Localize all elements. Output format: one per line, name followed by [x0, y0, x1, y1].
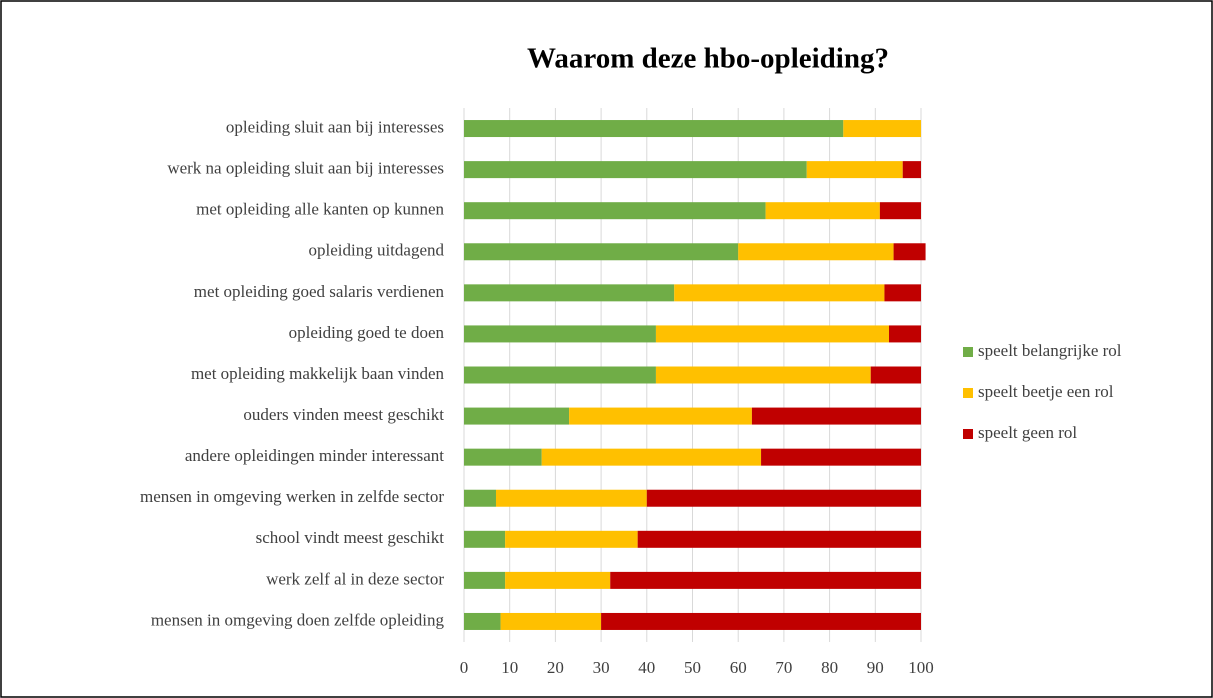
bar-segment — [464, 120, 844, 138]
bar-segment — [464, 325, 656, 343]
y-tick-label: met opleiding alle kanten op kunnen — [196, 200, 444, 219]
y-tick-label: school vindt meest geschikt — [256, 528, 445, 547]
bar-segment — [495, 489, 647, 507]
bar-segment — [646, 489, 921, 507]
bar-segment — [601, 612, 921, 630]
bar-segment — [655, 366, 871, 384]
y-tick-label: andere opleidingen minder interessant — [185, 446, 444, 465]
bar-segment — [637, 530, 921, 548]
bar-segment — [655, 325, 890, 343]
y-tick-label: mensen in omgeving werken in zelfde sect… — [140, 487, 444, 506]
bar-segment — [505, 530, 638, 548]
bar-segment — [464, 612, 501, 630]
x-tick-label: 90 — [867, 658, 884, 677]
legend-swatch — [963, 388, 973, 398]
legend-label: speelt belangrijke rol — [978, 341, 1122, 360]
legend-swatch — [963, 429, 973, 439]
bar-segment — [541, 448, 762, 466]
bar-segment — [464, 161, 807, 179]
x-tick-label: 30 — [593, 658, 610, 677]
x-tick-label: 10 — [501, 658, 518, 677]
legend-label: speelt beetje een rol — [978, 382, 1114, 401]
y-tick-label: opleiding sluit aan bij interesses — [226, 117, 444, 136]
bar-segment — [674, 284, 885, 302]
bar-segment — [464, 571, 506, 589]
y-tick-label: werk na opleiding sluit aan bij interess… — [167, 159, 444, 178]
legend-label: speelt geen rol — [978, 423, 1077, 442]
bar-segment — [505, 571, 611, 589]
bar-segment — [902, 161, 921, 179]
chart-title: Waarom deze hbo-opleiding? — [527, 43, 889, 75]
bar-segment — [464, 202, 766, 220]
y-tick-label: met opleiding makkelijk baan vinden — [191, 364, 445, 383]
bar-segment — [806, 161, 903, 179]
bar-segment — [893, 243, 926, 261]
y-tick-label: opleiding goed te doen — [289, 323, 445, 342]
x-tick-label: 50 — [684, 658, 701, 677]
legend-swatch — [963, 347, 973, 357]
bar-segment — [879, 202, 921, 220]
bar-segment — [464, 366, 656, 384]
bar-segment — [765, 202, 880, 220]
x-tick-label: 80 — [821, 658, 838, 677]
y-tick-label: mensen in omgeving doen zelfde opleiding — [151, 610, 445, 629]
x-tick-label: 40 — [638, 658, 655, 677]
x-tick-label: 20 — [547, 658, 564, 677]
bar-segment — [464, 489, 496, 507]
bar-segment — [464, 243, 739, 261]
x-tick-label: 70 — [775, 658, 792, 677]
y-tick-label: ouders vinden meest geschikt — [243, 405, 444, 424]
bar-segment — [889, 325, 921, 343]
bar-segment — [884, 284, 921, 302]
bar-segment — [464, 284, 675, 302]
y-tick-label: opleiding uitdagend — [308, 241, 444, 260]
x-tick-label: 100 — [908, 658, 934, 677]
bar-segment — [870, 366, 921, 384]
y-tick-label: werk zelf al in deze sector — [266, 569, 444, 588]
bar-segment — [751, 407, 921, 425]
y-tick-label: met opleiding goed salaris verdienen — [194, 282, 445, 301]
x-tick-label: 0 — [460, 658, 469, 677]
bar-segment — [464, 448, 542, 466]
bar-segment — [464, 530, 506, 548]
bar-segment — [569, 407, 752, 425]
bar-segment — [843, 120, 921, 138]
bar-segment — [464, 407, 570, 425]
bar-segment — [761, 448, 921, 466]
bar-segment — [500, 612, 602, 630]
bar-segment — [610, 571, 921, 589]
bar-segment — [738, 243, 894, 261]
x-tick-label: 60 — [730, 658, 747, 677]
